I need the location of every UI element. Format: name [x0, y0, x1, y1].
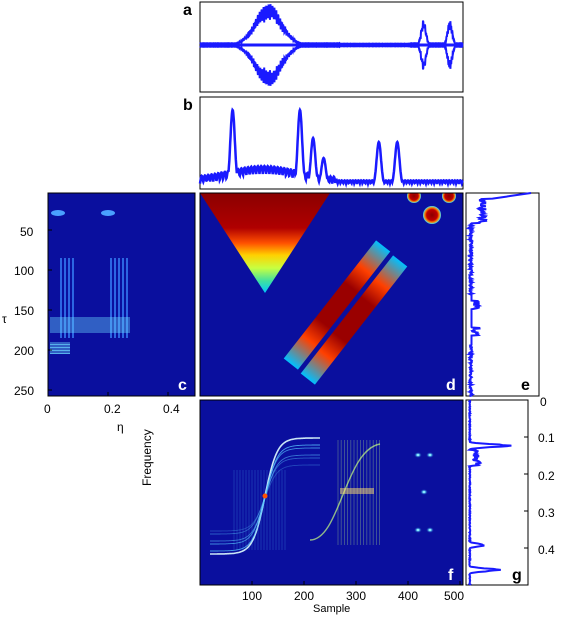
- axis-ticks: [47, 229, 528, 585]
- panel-f-ylabel: Frequency: [140, 429, 154, 486]
- panel-c-xtick-2: 0.4: [163, 402, 180, 416]
- panel-b-trace: [198, 106, 464, 189]
- panel-letter-c: c: [178, 377, 187, 394]
- panel-c-col-3: [72, 258, 74, 338]
- panel-letter-a: a: [183, 2, 192, 19]
- panel-c-col-5: [114, 258, 116, 338]
- panel-c-xtick-0: 0: [44, 402, 51, 416]
- panel-c-ytick-1: 100: [14, 264, 35, 278]
- panel-g-ytick-3: 0.3: [538, 506, 555, 520]
- panel-letter-g: g: [512, 567, 522, 584]
- panel-c-col-0: [60, 258, 62, 338]
- panel-d-frame: [199, 192, 464, 397]
- panel-f-xtick-1: 200: [294, 589, 315, 603]
- panel-d-circle-3: [442, 193, 456, 203]
- panel-d-triangle: [200, 193, 330, 293]
- panel-g-ytick-2: 0.2: [538, 469, 555, 483]
- panel-c-ylabel: τ: [2, 312, 7, 326]
- panel-f-ladder-band: [340, 488, 374, 494]
- panel-f-xlabel: Sample: [313, 603, 351, 615]
- panel-f-ladder-curve: [309, 443, 381, 541]
- panel-c-xtick-1: 0.2: [104, 402, 121, 416]
- panel-f-center-spot: [262, 493, 268, 499]
- panel-d-band-1: [283, 240, 391, 370]
- panel-f-frame: [199, 399, 464, 586]
- panel-g-trace: [466, 399, 512, 586]
- panel-f-dot-3: [426, 527, 434, 533]
- panel-a-trace: [199, 4, 464, 86]
- panel-c-ytick-2: 150: [14, 304, 35, 318]
- panel-b-line: [198, 106, 464, 189]
- panel-c-col-8: [126, 258, 128, 338]
- panel-c-col-1: [64, 258, 66, 338]
- panel-f-xtick-0: 100: [242, 589, 263, 603]
- panel-c-col-4: [110, 258, 112, 338]
- panel-c-spot-1: [51, 210, 65, 216]
- panel-letter-d: d: [446, 377, 456, 394]
- panel-c-features: [50, 210, 130, 354]
- panel-d-band-2: [300, 255, 408, 385]
- panel-c-ytick-0: 50: [20, 225, 34, 239]
- panel-e-trace: [465, 192, 532, 397]
- panel-f-xtick-3: 400: [398, 589, 419, 603]
- panel-f-features: [210, 437, 434, 555]
- panel-g-frame: [465, 399, 529, 586]
- panel-f-heatmap: [200, 400, 463, 585]
- panel-f-dot-2: [414, 527, 422, 533]
- panel-letter-b: b: [183, 97, 193, 114]
- panel-a-upper-envelope: [199, 4, 464, 47]
- panel-g-ytick-4: 0.4: [538, 543, 555, 557]
- panel-d-circle-2: [407, 193, 421, 203]
- panel-a-lower-envelope: [199, 43, 464, 86]
- panel-c-xlabel: η: [117, 420, 124, 434]
- panel-e-frame: [465, 192, 540, 397]
- panel-c-spot-2: [101, 210, 115, 216]
- panel-c-col-6: [118, 258, 120, 338]
- panel-g-line: [466, 399, 512, 586]
- panel-letter-f: f: [448, 567, 454, 584]
- panel-e-line: [465, 192, 532, 397]
- panel-f-dot-4: [420, 489, 428, 495]
- panel-c-col-7: [122, 258, 124, 338]
- panel-g-ytick-0: 0: [540, 395, 547, 409]
- panel-c-heatmap: [48, 193, 195, 396]
- panel-f-dot-1: [426, 452, 434, 458]
- panel-c-ytick-4: 250: [14, 384, 35, 398]
- panel-f-xtick-4: 500: [444, 589, 465, 603]
- panel-d-heatmap: [200, 193, 463, 396]
- panel-c-col-2: [68, 258, 70, 338]
- panel-f-dot-0: [414, 452, 422, 458]
- panel-c-frame: [47, 192, 196, 397]
- panel-d-circle-1: [423, 206, 441, 224]
- panel-f-xtick-2: 300: [346, 589, 367, 603]
- panel-letter-e: e: [521, 377, 530, 394]
- panel-c-ytick-3: 200: [14, 344, 35, 358]
- panel-g-ytick-1: 0.1: [538, 431, 555, 445]
